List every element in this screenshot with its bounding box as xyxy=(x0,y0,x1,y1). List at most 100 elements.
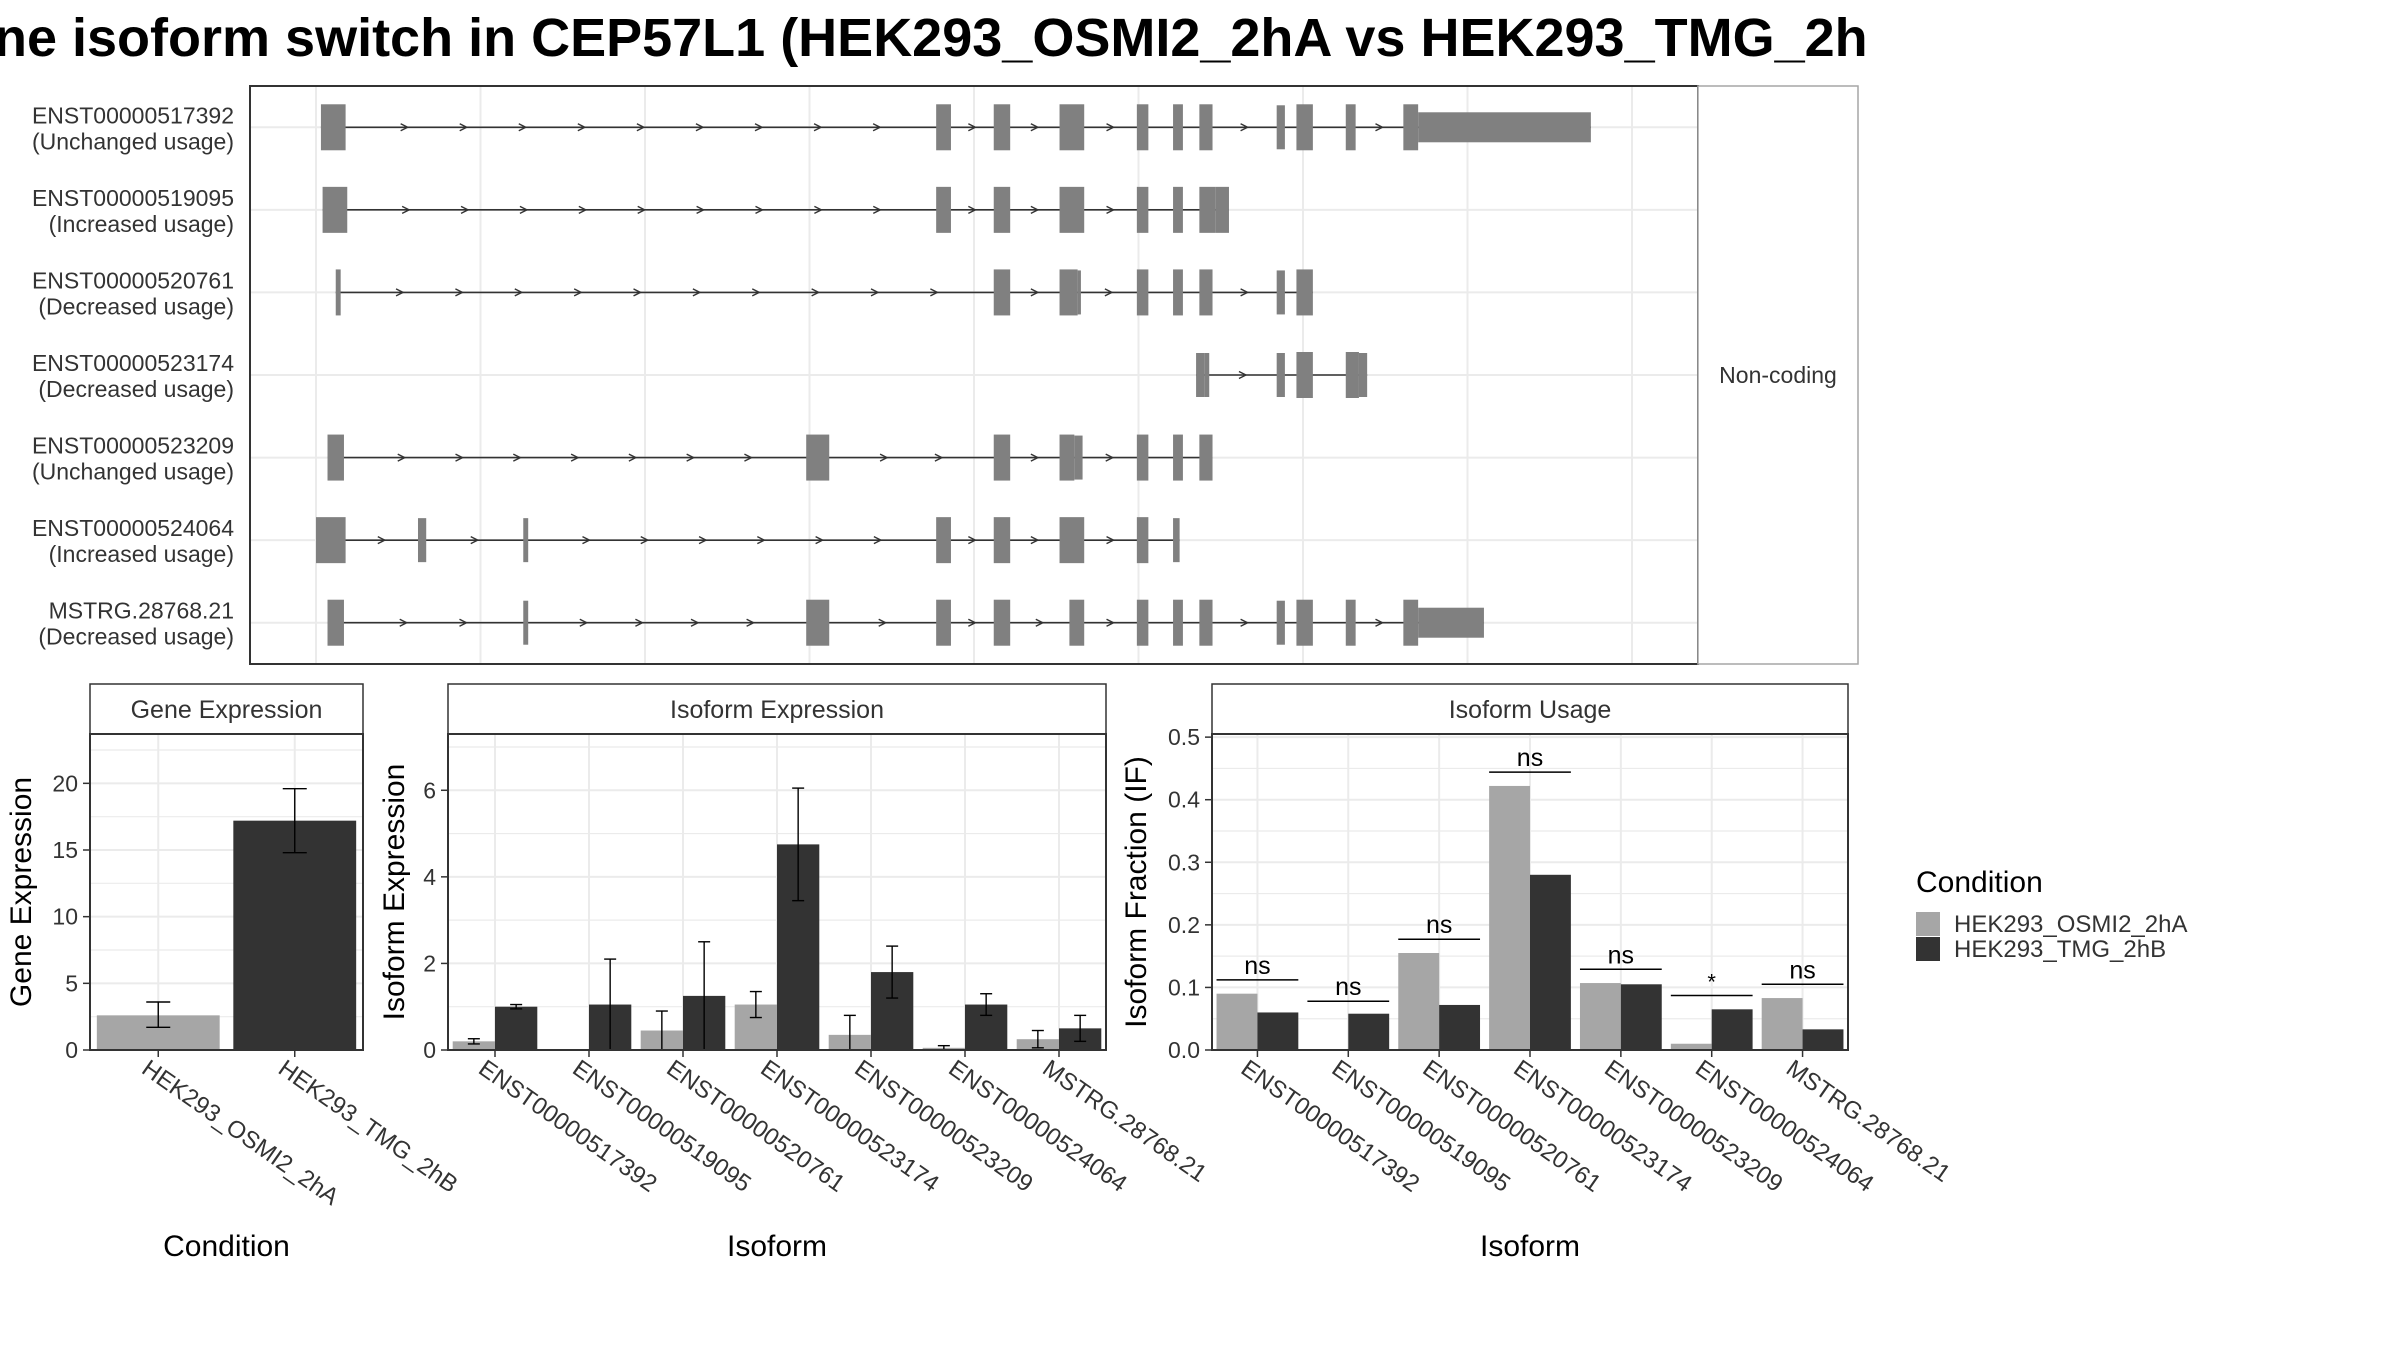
legend-key xyxy=(1916,912,1940,936)
exon xyxy=(1059,434,1075,481)
transcript-usage-label: (Increased usage) xyxy=(49,541,234,567)
exon xyxy=(1296,352,1313,398)
exon xyxy=(806,599,830,646)
intron-arrow xyxy=(628,453,638,462)
exon xyxy=(1173,518,1180,563)
intron-arrow xyxy=(695,123,705,132)
bar xyxy=(1761,998,1803,1050)
exon xyxy=(1345,599,1356,646)
exon xyxy=(1296,599,1313,646)
significance-label: ns xyxy=(1426,911,1452,939)
transcript-id-label: ENST00000517392 xyxy=(32,102,234,128)
panel-strip xyxy=(89,683,364,735)
intron-arrow xyxy=(1240,123,1250,132)
intron-arrow xyxy=(377,536,387,545)
exon xyxy=(993,269,1011,316)
transcript-usage-label: (Decreased usage) xyxy=(38,624,234,650)
exon xyxy=(1199,186,1216,233)
intron-arrow xyxy=(582,536,592,545)
significance-label: ns xyxy=(1608,941,1634,969)
exon xyxy=(1074,435,1083,480)
exon xyxy=(335,269,341,316)
intron-arrow xyxy=(1106,536,1116,545)
y-tick-label: 10 xyxy=(52,904,78,930)
exon xyxy=(993,599,1011,646)
intron-arrow xyxy=(579,618,589,627)
significance-label: ns xyxy=(1335,973,1361,1001)
transcript-track xyxy=(316,517,1180,564)
bar xyxy=(1711,1009,1753,1050)
transcript-track xyxy=(1196,352,1368,398)
intron-arrow xyxy=(640,536,650,545)
bar xyxy=(1579,983,1621,1050)
significance-label: ns xyxy=(1244,952,1270,980)
intron-arrow xyxy=(873,536,883,545)
exon xyxy=(327,599,344,646)
intron-arrow xyxy=(1030,288,1040,297)
bar xyxy=(1489,785,1530,1050)
exon xyxy=(1136,599,1149,646)
exon xyxy=(1173,269,1183,316)
exon xyxy=(1276,105,1285,150)
exon xyxy=(1199,269,1213,316)
y-tick-label: 0.0 xyxy=(1168,1037,1200,1063)
intron-arrow xyxy=(519,205,529,214)
transcript-id-label: ENST00000523209 xyxy=(32,433,234,459)
intron-arrow xyxy=(577,123,587,132)
exon xyxy=(1358,353,1368,397)
exon xyxy=(523,518,529,563)
intron-arrow xyxy=(633,288,643,297)
intron-arrow xyxy=(1105,453,1115,462)
exon xyxy=(1136,269,1149,316)
intron-arrow xyxy=(459,123,469,132)
exon xyxy=(1173,186,1183,233)
intron-arrow xyxy=(755,205,765,214)
structure-strip xyxy=(1697,85,1859,665)
transcript-track xyxy=(327,599,1484,646)
panel-border xyxy=(447,733,1107,1051)
intron-arrow xyxy=(968,205,977,214)
y-tick-label: 0.4 xyxy=(1168,787,1200,813)
intron-arrow xyxy=(690,618,700,627)
intron-arrow xyxy=(636,123,646,132)
intron-arrow xyxy=(518,123,528,132)
exon xyxy=(1215,186,1229,233)
intron-arrow xyxy=(470,536,480,545)
intron-arrow xyxy=(930,288,939,297)
intron-arrow xyxy=(1240,618,1250,627)
transcript-id-label: ENST00000520761 xyxy=(32,267,234,293)
exon xyxy=(1204,353,1210,397)
y-tick-label: 15 xyxy=(52,837,78,863)
transcript-id-label: MSTRG.28768.21 xyxy=(49,598,234,624)
y-tick-label: 0.3 xyxy=(1168,849,1200,875)
bar xyxy=(1802,1029,1844,1050)
intron-arrow xyxy=(578,205,588,214)
isoform-usage-panel: Isoform Usage0.00.10.20.30.40.5ENST00000… xyxy=(1120,683,1955,1263)
y-axis-title: Isoform Fraction (IF) xyxy=(1120,756,1153,1028)
intron-arrow xyxy=(1030,123,1040,132)
isoform-expression-panel: Isoform Expression0246ENST00000517392ENS… xyxy=(378,683,1211,1263)
y-tick-label: 0 xyxy=(423,1037,436,1063)
exon xyxy=(1136,186,1149,233)
intron-arrow xyxy=(811,288,821,297)
bar xyxy=(1530,874,1571,1050)
bar xyxy=(1348,1013,1390,1050)
intron-arrow xyxy=(754,123,764,132)
exon xyxy=(1276,353,1285,397)
intron-arrow xyxy=(744,453,753,462)
legend-label: HEK293_TMG_2hB xyxy=(1954,936,2166,963)
panel-border xyxy=(1211,733,1849,1051)
intron-arrow xyxy=(570,453,580,462)
exon xyxy=(936,104,951,151)
transcript-id-label: ENST00000519095 xyxy=(32,185,234,211)
intron-arrow xyxy=(872,123,882,132)
significance-label: ns xyxy=(1517,744,1543,772)
exon xyxy=(1196,353,1205,397)
exon xyxy=(1136,104,1149,151)
transcript-usage-label: (Decreased usage) xyxy=(38,293,234,319)
exon xyxy=(1077,270,1081,315)
exon xyxy=(327,434,344,481)
exon xyxy=(1173,599,1183,646)
bar xyxy=(452,1041,495,1050)
exon xyxy=(320,104,346,151)
